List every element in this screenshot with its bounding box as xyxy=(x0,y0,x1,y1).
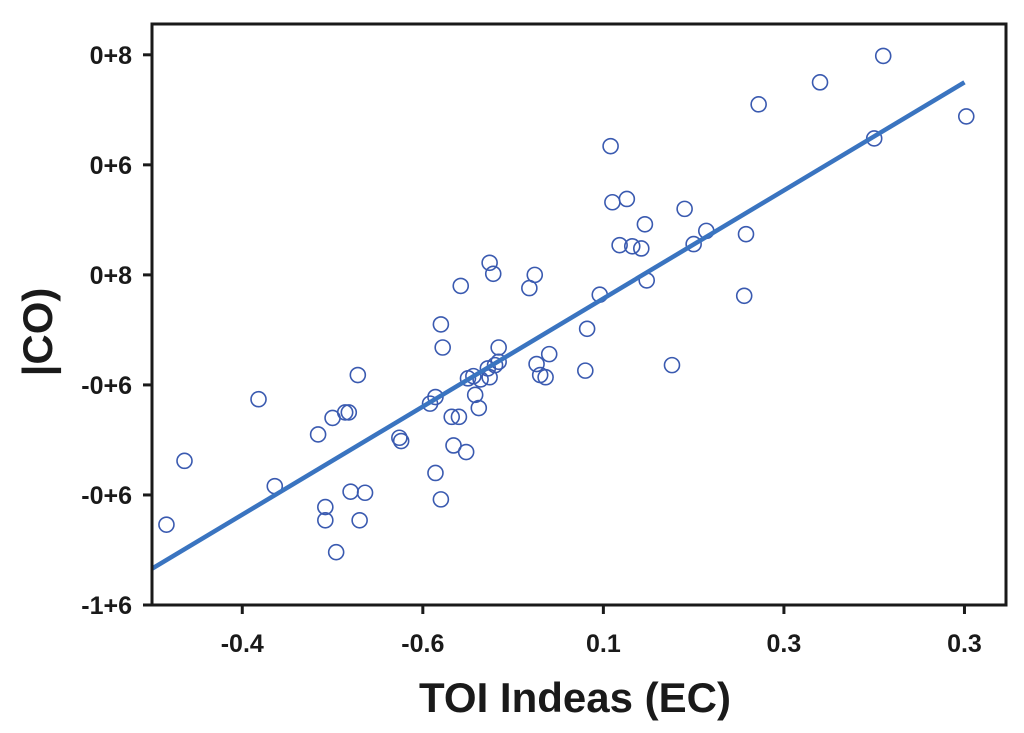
data-point xyxy=(317,498,334,516)
data-point xyxy=(432,491,450,508)
data-point xyxy=(484,265,502,283)
data-point xyxy=(465,367,482,385)
y-tick-label: -0+6 xyxy=(81,482,132,510)
data-point xyxy=(470,399,488,417)
data-point xyxy=(391,429,408,447)
data-point xyxy=(618,190,636,208)
data-point xyxy=(636,215,654,233)
data-point xyxy=(577,362,594,379)
data-point xyxy=(427,464,444,482)
data-point xyxy=(351,511,368,529)
y-axis-label: |CO) xyxy=(14,288,62,377)
data-point xyxy=(250,390,267,408)
data-point xyxy=(342,483,359,500)
data-point xyxy=(663,356,681,374)
data-point xyxy=(327,543,345,561)
data-point xyxy=(735,287,753,305)
trend-line xyxy=(150,80,966,571)
y-tick-label: 0+8 xyxy=(90,42,133,70)
x-tick-label: 0.1 xyxy=(586,630,621,658)
data-point xyxy=(457,443,475,461)
data-point xyxy=(450,408,468,426)
y-axis-ticks: 0+8 0+6 0+8 -0+6 -0+6 -1+6 xyxy=(81,42,152,620)
data-point xyxy=(537,368,554,386)
data-point xyxy=(309,426,327,443)
data-point xyxy=(957,108,975,125)
data-point xyxy=(540,345,558,363)
y-tick-label: -1+6 xyxy=(81,592,132,620)
data-point xyxy=(632,240,650,257)
data-point xyxy=(340,404,358,421)
data-point xyxy=(528,355,545,373)
data-point xyxy=(750,96,767,113)
y-tick-label: 0+8 xyxy=(90,262,133,290)
data-point xyxy=(452,277,470,295)
y-tick-label: 0+6 xyxy=(90,152,132,180)
x-tick-label: 0.3 xyxy=(767,630,802,658)
data-point xyxy=(392,432,410,450)
data-point xyxy=(356,484,374,502)
data-point xyxy=(874,47,892,65)
data-point xyxy=(611,236,628,254)
plot-frame xyxy=(150,22,1008,607)
data-point xyxy=(432,316,450,333)
data-point xyxy=(737,225,755,243)
x-tick-label: -0.6 xyxy=(401,630,444,658)
data-point xyxy=(336,404,354,421)
data-point xyxy=(486,356,504,374)
data-point xyxy=(604,193,621,211)
data-point xyxy=(526,266,544,284)
x-axis-label: TOI Indeas (EC) xyxy=(419,674,731,721)
x-axis-ticks: -0.4 -0.6 0.1 0.3 0.3 xyxy=(221,605,982,658)
data-point xyxy=(623,237,641,255)
data-point xyxy=(443,408,461,426)
x-tick-label: -0.4 xyxy=(221,630,264,658)
y-tick-label: -0+6 xyxy=(81,372,132,400)
data-point xyxy=(602,137,619,155)
data-point xyxy=(317,511,334,529)
x-tick-label: 0.3 xyxy=(947,630,982,658)
points-layer xyxy=(158,47,975,561)
data-point xyxy=(676,200,693,218)
data-point xyxy=(176,452,193,470)
data-point xyxy=(811,74,829,91)
data-point xyxy=(578,320,596,338)
data-point xyxy=(434,339,451,356)
data-point xyxy=(445,437,462,454)
data-point xyxy=(158,516,175,533)
data-point xyxy=(490,339,507,356)
data-point xyxy=(685,235,702,253)
data-point xyxy=(349,366,367,384)
data-point xyxy=(481,254,498,272)
